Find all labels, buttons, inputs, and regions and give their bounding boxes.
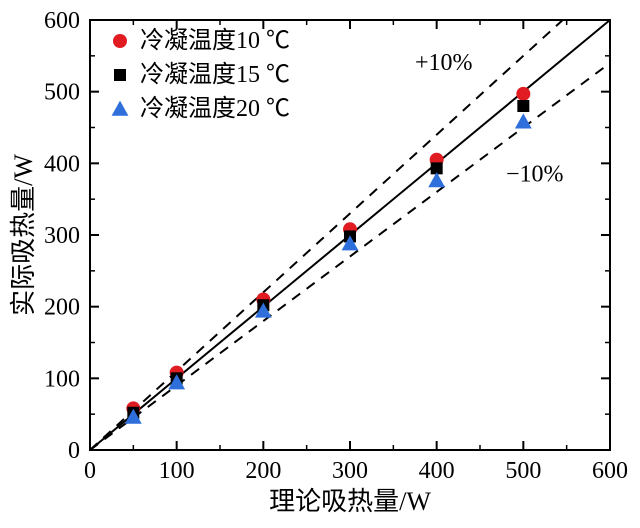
x-tick-label: 500 (505, 458, 541, 484)
data-point (428, 172, 445, 187)
reference-label: −10% (506, 161, 564, 187)
data-point (516, 87, 530, 101)
legend-marker (112, 101, 129, 116)
legend-marker (113, 34, 127, 48)
y-tick-label: 300 (44, 223, 80, 249)
y-tick-label: 500 (44, 80, 80, 106)
x-tick-label: 200 (245, 458, 281, 484)
legend-label: 冷凝温度20 ℃ (140, 95, 290, 122)
data-point (515, 113, 532, 128)
y-tick-label: 0 (68, 438, 80, 464)
legend-label: 冷凝温度10 ℃ (140, 27, 290, 54)
x-axis-title: 理论吸热量/W (269, 487, 431, 516)
x-tick-label: 400 (419, 458, 455, 484)
data-point (517, 100, 529, 112)
scatter-chart: 0 100 200 300 400 500 600 0 100 200 300 400 500 600 理论… (0, 0, 640, 528)
legend-label: 冷凝温度15 ℃ (140, 61, 290, 88)
y-tick-label: 200 (44, 295, 80, 321)
x-tick-label: 100 (159, 458, 195, 484)
reference-label: +10% (415, 50, 473, 76)
y-axis-title: 实际吸热量/W (9, 154, 38, 316)
x-tick-label: 0 (84, 458, 96, 484)
legend-marker (114, 69, 126, 81)
y-tick-label: 400 (44, 151, 80, 177)
y-tick-label: 100 (44, 366, 80, 392)
x-tick-label: 600 (592, 458, 628, 484)
chart-container: 0 100 200 300 400 500 600 0 100 200 300 400 500 600 理论… (0, 0, 640, 528)
y-tick-label: 600 (44, 8, 80, 34)
x-tick-label: 300 (332, 458, 368, 484)
